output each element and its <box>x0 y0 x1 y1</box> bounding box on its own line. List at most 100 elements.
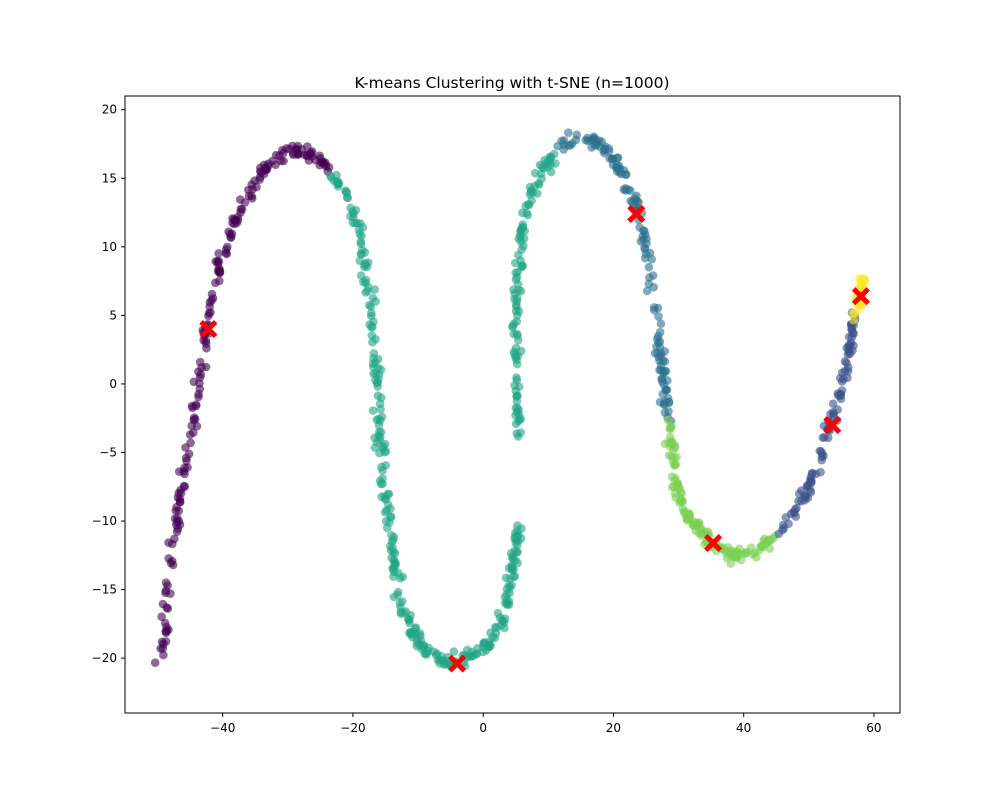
data-point-cluster-1 <box>492 623 501 632</box>
data-point-cluster-4 <box>670 461 679 470</box>
data-point-cluster-4 <box>667 472 677 482</box>
data-point-cluster-1 <box>505 588 514 598</box>
data-point-cluster-1 <box>373 382 383 391</box>
data-point-cluster-2 <box>546 160 555 170</box>
data-point-cluster-0 <box>289 150 298 159</box>
data-point-cluster-0 <box>189 413 199 423</box>
data-point-cluster-1 <box>370 443 380 452</box>
data-point-cluster-0 <box>223 242 232 252</box>
data-point-cluster-1 <box>398 597 407 606</box>
data-point-cluster-1 <box>358 245 367 255</box>
data-point-cluster-2 <box>534 180 544 189</box>
data-point-cluster-1 <box>368 406 378 415</box>
data-point-cluster-5 <box>843 373 852 383</box>
data-point-cluster-4 <box>763 537 773 547</box>
data-point-cluster-3 <box>644 279 654 289</box>
data-point-cluster-3 <box>644 262 654 272</box>
y-tick-label: −15 <box>92 583 117 597</box>
data-point-cluster-1 <box>416 636 426 645</box>
data-point-cluster-1 <box>369 354 378 363</box>
data-point-cluster-1 <box>381 461 391 470</box>
data-point-cluster-2 <box>512 392 521 401</box>
data-point-cluster-0 <box>187 401 197 411</box>
y-tick-label: 20 <box>102 103 117 117</box>
data-point-cluster-2 <box>512 359 522 369</box>
data-point-cluster-1 <box>449 647 459 656</box>
data-point-cluster-1 <box>472 649 482 659</box>
chart-title: K-means Clustering with t-SNE (n=1000) <box>355 74 670 92</box>
data-point-cluster-1 <box>355 229 365 239</box>
data-point-cluster-2 <box>512 296 522 306</box>
data-point-cluster-1 <box>332 177 342 187</box>
data-point-cluster-0 <box>228 218 237 228</box>
data-point-cluster-0 <box>162 626 171 636</box>
data-point-cluster-1 <box>366 302 376 311</box>
data-point-cluster-1 <box>493 608 503 618</box>
data-point-cluster-5 <box>828 399 838 409</box>
data-point-cluster-1 <box>369 369 378 379</box>
x-tick-label: −20 <box>340 721 365 735</box>
data-point-cluster-3 <box>589 132 599 141</box>
centroid-markers <box>199 204 870 673</box>
data-point-cluster-1 <box>368 337 377 347</box>
data-point-cluster-1 <box>513 536 523 546</box>
centroid-marker-4 <box>823 416 842 435</box>
data-point-cluster-3 <box>649 303 659 312</box>
data-point-cluster-0 <box>195 357 205 367</box>
data-point-cluster-3 <box>652 342 661 351</box>
data-point-cluster-3 <box>621 170 630 179</box>
data-point-cluster-0 <box>183 463 192 472</box>
data-point-cluster-5 <box>816 467 825 477</box>
y-tick-label: 15 <box>102 171 117 185</box>
data-point-cluster-0 <box>189 377 199 387</box>
data-point-cluster-4 <box>725 548 734 557</box>
data-point-cluster-0 <box>160 618 170 628</box>
data-point-cluster-4 <box>757 542 766 552</box>
data-point-cluster-3 <box>642 286 652 296</box>
data-point-cluster-6 <box>858 274 868 283</box>
data-point-cluster-2 <box>546 167 556 177</box>
data-point-cluster-2 <box>516 428 525 437</box>
data-point-cluster-1 <box>367 311 376 321</box>
data-point-cluster-2 <box>545 152 555 162</box>
data-point-cluster-2 <box>508 321 517 331</box>
data-point-cluster-4 <box>665 425 675 434</box>
data-point-cluster-3 <box>661 385 670 395</box>
data-point-cluster-2 <box>530 168 540 178</box>
data-point-cluster-1 <box>508 554 518 564</box>
data-point-cluster-2 <box>519 241 528 251</box>
data-point-cluster-0 <box>175 494 185 504</box>
data-point-cluster-0 <box>195 373 205 382</box>
data-point-cluster-3 <box>630 193 640 203</box>
data-point-cluster-5 <box>778 525 787 535</box>
data-point-cluster-2 <box>517 346 526 356</box>
data-point-cluster-1 <box>368 293 378 303</box>
data-point-cluster-0 <box>189 428 198 438</box>
data-point-cluster-1 <box>393 587 403 597</box>
x-axis: −40 −20 0 20 40 60 <box>210 713 882 735</box>
data-point-cluster-3 <box>559 136 569 145</box>
data-point-cluster-2 <box>512 329 522 339</box>
data-point-cluster-1 <box>387 531 396 540</box>
data-point-cluster-2 <box>523 210 532 220</box>
data-point-cluster-0 <box>158 599 168 609</box>
data-point-cluster-4 <box>667 452 676 461</box>
data-point-cluster-0 <box>173 514 182 523</box>
data-point-cluster-1 <box>376 365 386 375</box>
data-point-cluster-2 <box>514 250 523 260</box>
data-point-cluster-0 <box>236 208 245 217</box>
x-tick-label: 0 <box>479 721 487 735</box>
data-point-cluster-5 <box>840 366 850 376</box>
data-point-cluster-0 <box>316 154 325 163</box>
data-point-cluster-2 <box>514 286 523 295</box>
data-point-cluster-1 <box>393 568 403 577</box>
data-point-cluster-1 <box>513 547 522 557</box>
centroid-marker-1 <box>448 654 467 673</box>
data-point-cluster-5 <box>806 478 816 487</box>
data-point-cluster-4 <box>673 480 682 490</box>
data-point-cluster-5 <box>794 489 804 499</box>
data-point-cluster-0 <box>161 588 170 598</box>
data-point-cluster-0 <box>157 612 166 621</box>
